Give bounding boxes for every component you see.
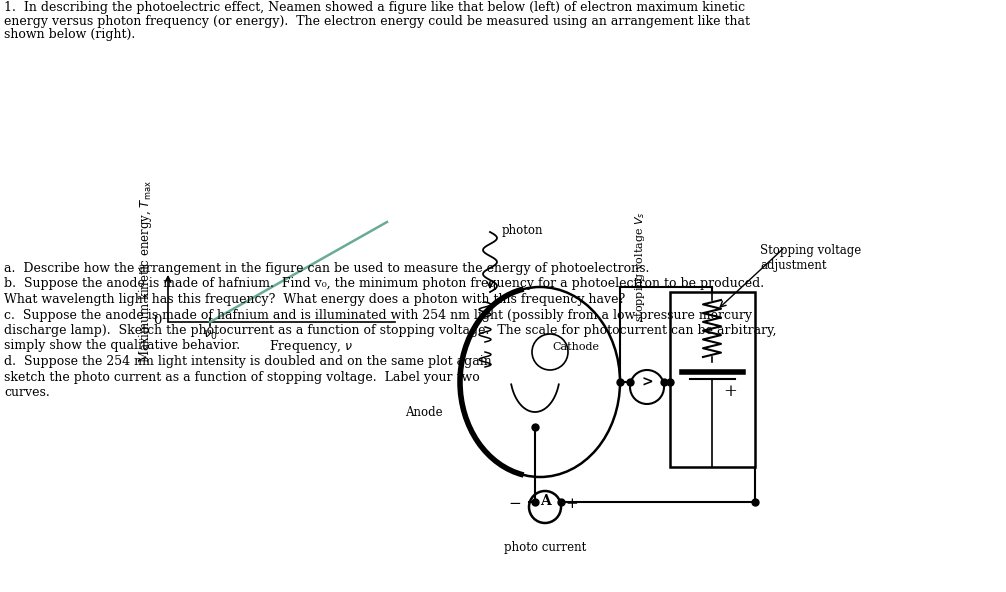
Text: What wavelength light has this frequency?  What energy does a photon with this f: What wavelength light has this frequency… [4, 293, 626, 306]
Text: energy versus photon frequency (or energy).  The electron energy could be measur: energy versus photon frequency (or energ… [4, 15, 750, 28]
Text: A: A [539, 494, 550, 508]
Text: Stopping voltage
adjustment: Stopping voltage adjustment [760, 244, 861, 272]
Text: c.  Suppose the anode is made of hafnium and is illuminated with 254 nm light (p: c. Suppose the anode is made of hafnium … [4, 308, 752, 321]
Text: d.  Suppose the 254 nm light intensity is doubled and on the same plot again: d. Suppose the 254 nm light intensity is… [4, 355, 492, 368]
Text: photon: photon [502, 224, 543, 237]
Text: Cathode: Cathode [552, 342, 599, 352]
Text: discharge lamp).  Sketch the photocurrent as a function of stopping voltage.  Th: discharge lamp). Sketch the photocurrent… [4, 324, 777, 337]
Text: Maximum kinetic energy, $T_{\mathrm{max}}$: Maximum kinetic energy, $T_{\mathrm{max}… [138, 181, 155, 363]
Text: −: − [508, 497, 521, 511]
Text: 0: 0 [154, 314, 162, 327]
Text: Anode: Anode [405, 406, 443, 419]
Text: >: > [641, 375, 653, 389]
Text: +: + [565, 497, 577, 511]
Text: curves.: curves. [4, 386, 49, 399]
Bar [670, 292, 754, 467]
Text: simply show the qualitative behavior.: simply show the qualitative behavior. [4, 339, 240, 352]
Text: 1.  In describing the photoelectric effect, Neamen showed a figure like that bel: 1. In describing the photoelectric effec… [4, 1, 745, 14]
Text: shown below (right).: shown below (right). [4, 28, 135, 41]
Text: stopping voltage $V_s$: stopping voltage $V_s$ [633, 211, 647, 322]
Text: $\nu_0$: $\nu_0$ [202, 329, 217, 342]
Text: Frequency, $\nu$: Frequency, $\nu$ [269, 338, 353, 355]
Text: a.  Describe how the arrangement in the figure can be used to measure the energy: a. Describe how the arrangement in the f… [4, 262, 650, 275]
Text: b.  Suppose the anode is made of hafnium.  Find v₀, the minimum photon frequency: b. Suppose the anode is made of hafnium.… [4, 278, 765, 291]
Text: sketch the photo current as a function of stopping voltage.  Label your two: sketch the photo current as a function o… [4, 371, 480, 384]
Text: photo current: photo current [504, 541, 586, 554]
Text: +: + [723, 384, 737, 401]
